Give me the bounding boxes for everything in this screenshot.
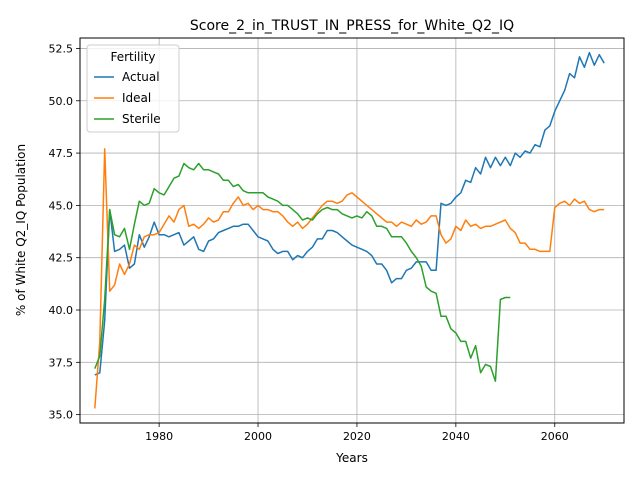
- axis-ticks: 1980 2000 2020 2040 2060 35.0 37.5 40.0 42.5 45.0…: [49, 42, 569, 443]
- x-axis-label: Years: [335, 451, 368, 465]
- legend: Fertility Actual Ideal Sterile: [86, 44, 180, 133]
- plot-area-frame: [79, 37, 625, 424]
- y-axis-label: % of White Q2_IQ Population: [14, 144, 28, 316]
- legend-label-sterile: Sterile: [122, 112, 161, 126]
- series-line-ideal: [94, 148, 605, 409]
- legend-label-ideal: Ideal: [122, 91, 151, 105]
- y-tick-label: 47.5: [49, 147, 74, 160]
- legend-box: [86, 44, 180, 133]
- grid-lines: [80, 38, 624, 423]
- series-line-sterile: [94, 162, 511, 382]
- y-tick-label: 35.0: [49, 409, 74, 422]
- series-line-actual: [94, 51, 605, 376]
- series-lines: [94, 51, 605, 409]
- x-tick-label: 2000: [244, 430, 272, 443]
- y-tick-label: 45.0: [49, 199, 74, 212]
- chart-title: Score_2_in_TRUST_IN_PRESS_for_White_Q2_I…: [190, 18, 514, 34]
- legend-items: Actual Ideal Sterile: [94, 70, 161, 126]
- legend-label-actual: Actual: [122, 70, 160, 84]
- x-tick-label: 1980: [145, 430, 173, 443]
- y-tick-label: 37.5: [49, 356, 74, 369]
- y-tick-label: 42.5: [49, 252, 74, 265]
- y-tick-label: 40.0: [49, 304, 74, 317]
- legend-title: Fertility: [110, 50, 155, 64]
- y-tick-label: 52.5: [49, 42, 74, 55]
- x-tick-label: 2060: [541, 430, 569, 443]
- x-tick-label: 2040: [442, 430, 470, 443]
- y-tick-label: 50.0: [49, 95, 74, 108]
- x-tick-label: 2020: [343, 430, 371, 443]
